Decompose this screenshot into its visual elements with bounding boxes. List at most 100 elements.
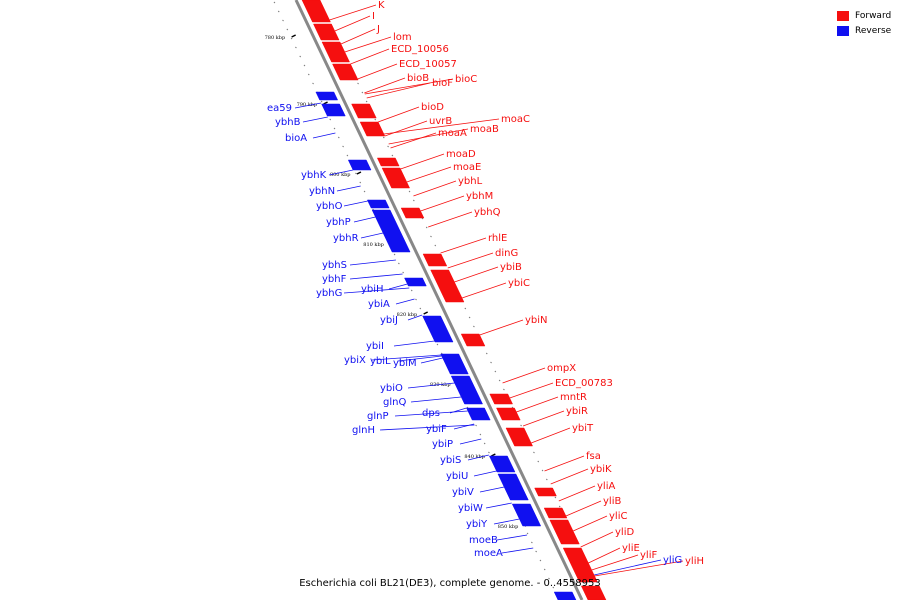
forward-gene-block[interactable] xyxy=(321,41,350,63)
reverse-gene-label-ybih[interactable]: ybiH xyxy=(361,284,384,295)
forward-gene-block[interactable] xyxy=(359,121,386,137)
reverse-gene-label-glnq[interactable]: glnQ xyxy=(383,397,406,408)
reverse-gene-label-ybip[interactable]: ybiP xyxy=(432,439,453,450)
forward-gene-label-biob[interactable]: bioB xyxy=(407,73,429,84)
forward-gene-block[interactable] xyxy=(332,63,359,81)
forward-gene-label-ybhl[interactable]: ybhL xyxy=(458,176,483,187)
reverse-gene-label-glnp[interactable]: glnP xyxy=(367,411,389,422)
forward-gene-label-fsa[interactable]: fsa xyxy=(586,451,601,462)
reverse-gene-block[interactable] xyxy=(422,315,454,343)
forward-gene-block[interactable] xyxy=(562,547,598,583)
forward-gene-block[interactable] xyxy=(489,393,513,405)
forward-gene-label-moaa[interactable]: moaA xyxy=(438,128,467,139)
forward-gene-block[interactable] xyxy=(534,487,557,497)
reverse-gene-block[interactable] xyxy=(404,277,427,287)
reverse-gene-label-glnh[interactable]: glnH xyxy=(352,425,375,436)
reverse-gene-label-ybiu[interactable]: ybiU xyxy=(446,471,468,482)
reverse-gene-label-ybio[interactable]: ybiO xyxy=(380,383,403,394)
forward-gene-label-moae[interactable]: moaE xyxy=(453,162,481,173)
reverse-gene-block[interactable] xyxy=(450,375,483,405)
reverse-gene-block[interactable] xyxy=(371,209,411,253)
reverse-gene-label-dps[interactable]: dps xyxy=(422,408,440,419)
reverse-gene-label-ybhr[interactable]: ybhR xyxy=(333,233,359,244)
reverse-gene-block[interactable] xyxy=(315,91,339,101)
forward-gene-label-moab[interactable]: moaB xyxy=(470,124,499,135)
forward-gene-label-ecd_10057[interactable]: ECD_10057 xyxy=(399,59,457,70)
forward-gene-label-uvrb[interactable]: uvrB xyxy=(429,116,452,127)
forward-gene-label-ylif[interactable]: yliF xyxy=(640,550,657,561)
reverse-gene-block[interactable] xyxy=(466,407,491,421)
forward-gene-block[interactable] xyxy=(496,407,521,421)
reverse-gene-block[interactable] xyxy=(497,473,529,501)
forward-gene-label-ylie[interactable]: yliE xyxy=(622,543,640,554)
forward-gene-block[interactable] xyxy=(422,253,448,267)
forward-gene-label-biof[interactable]: bioF xyxy=(432,78,453,89)
reverse-gene-label-ybiv[interactable]: ybiV xyxy=(452,487,474,498)
reverse-gene-label-ybhn[interactable]: ybhN xyxy=(309,186,335,197)
forward-gene-label-ybib[interactable]: ybiB xyxy=(500,262,522,273)
forward-gene-label-ylia[interactable]: yliA xyxy=(597,481,615,492)
reverse-gene-label-ybil[interactable]: ybiL xyxy=(370,356,391,367)
reverse-gene-label-moeb[interactable]: moeB xyxy=(469,535,498,546)
forward-gene-label-ompx[interactable]: ompX xyxy=(547,363,576,374)
forward-gene-block[interactable] xyxy=(376,157,400,167)
forward-gene-label-ybin[interactable]: ybiN xyxy=(525,315,548,326)
reverse-gene-block[interactable] xyxy=(347,159,372,171)
forward-gene-label-mntr[interactable]: mntR xyxy=(560,392,587,403)
forward-gene-block[interactable] xyxy=(580,585,607,600)
forward-gene-block[interactable] xyxy=(543,507,568,519)
reverse-gene-block[interactable] xyxy=(488,455,516,473)
forward-gene-label-ybhm[interactable]: ybhM xyxy=(466,191,493,202)
forward-gene-label-ylib[interactable]: yliB xyxy=(603,496,621,507)
reverse-gene-label-ybia[interactable]: ybiA xyxy=(368,299,390,310)
reverse-gene-block[interactable] xyxy=(321,103,346,117)
forward-gene-block[interactable] xyxy=(430,269,465,303)
forward-gene-label-ylih[interactable]: yliH xyxy=(685,556,704,567)
reverse-gene-label-ybhb[interactable]: ybhB xyxy=(275,117,301,128)
reverse-gene-block[interactable] xyxy=(366,199,390,209)
reverse-gene-label-ybhg[interactable]: ybhG xyxy=(316,288,342,299)
forward-gene-label-ybhq[interactable]: ybhQ xyxy=(474,207,501,218)
forward-gene-block[interactable] xyxy=(505,427,533,447)
reverse-gene-label-ybij[interactable]: ybiJ xyxy=(380,315,398,326)
forward-gene-label-ylic[interactable]: yliC xyxy=(609,511,627,522)
reverse-gene-label-bioa[interactable]: bioA xyxy=(285,133,307,144)
reverse-gene-label-ea59[interactable]: ea59 xyxy=(267,103,292,114)
forward-gene-label-ybit[interactable]: ybiT xyxy=(572,423,594,434)
reverse-gene-label-ybiy[interactable]: ybiY xyxy=(466,519,488,530)
forward-gene-label-ylid[interactable]: yliD xyxy=(615,527,634,538)
forward-gene-label-moac[interactable]: moaC xyxy=(501,114,530,125)
reverse-gene-label-moea[interactable]: moeA xyxy=(474,548,503,559)
reverse-gene-block[interactable] xyxy=(511,503,542,527)
reverse-gene-label-ybho[interactable]: ybhO xyxy=(316,201,343,212)
forward-gene-label-ecd_10056[interactable]: ECD_10056 xyxy=(391,44,449,55)
forward-gene-block[interactable] xyxy=(301,0,331,23)
forward-gene-label-ding[interactable]: dinG xyxy=(495,248,518,259)
forward-gene-block[interactable] xyxy=(400,207,425,219)
reverse-gene-label-ybhp[interactable]: ybhP xyxy=(326,217,351,228)
reverse-gene-block[interactable] xyxy=(553,591,577,600)
forward-gene-label-i[interactable]: I xyxy=(372,11,375,22)
forward-gene-label-j[interactable]: J xyxy=(376,24,380,35)
forward-gene-label-ylig[interactable]: yliG xyxy=(663,555,682,566)
reverse-gene-label-ybhs[interactable]: ybhS xyxy=(322,260,347,271)
forward-gene-block[interactable] xyxy=(549,519,580,545)
reverse-gene-label-ybim[interactable]: ybiM xyxy=(393,358,417,369)
forward-gene-label-moad[interactable]: moaD xyxy=(446,149,476,160)
reverse-gene-label-ybis[interactable]: ybiS xyxy=(440,455,461,466)
reverse-gene-block[interactable] xyxy=(440,353,469,375)
reverse-gene-label-ybix[interactable]: ybiX xyxy=(344,355,366,366)
forward-gene-label-rhle[interactable]: rhlE xyxy=(488,233,507,244)
forward-gene-label-k[interactable]: K xyxy=(378,0,385,11)
reverse-gene-label-ybhf[interactable]: ybhF xyxy=(322,274,347,285)
forward-gene-label-biod[interactable]: bioD xyxy=(421,102,444,113)
forward-gene-label-ecd_00783[interactable]: ECD_00783 xyxy=(555,378,613,389)
forward-gene-block[interactable] xyxy=(381,167,411,189)
reverse-gene-label-ybhk[interactable]: ybhK xyxy=(301,170,327,181)
forward-gene-block[interactable] xyxy=(460,333,486,347)
forward-gene-block[interactable] xyxy=(313,23,340,41)
forward-gene-label-ybir[interactable]: ybiR xyxy=(566,406,588,417)
reverse-gene-label-ybif[interactable]: ybiF xyxy=(426,424,447,435)
forward-gene-label-ybik[interactable]: ybiK xyxy=(590,464,612,475)
